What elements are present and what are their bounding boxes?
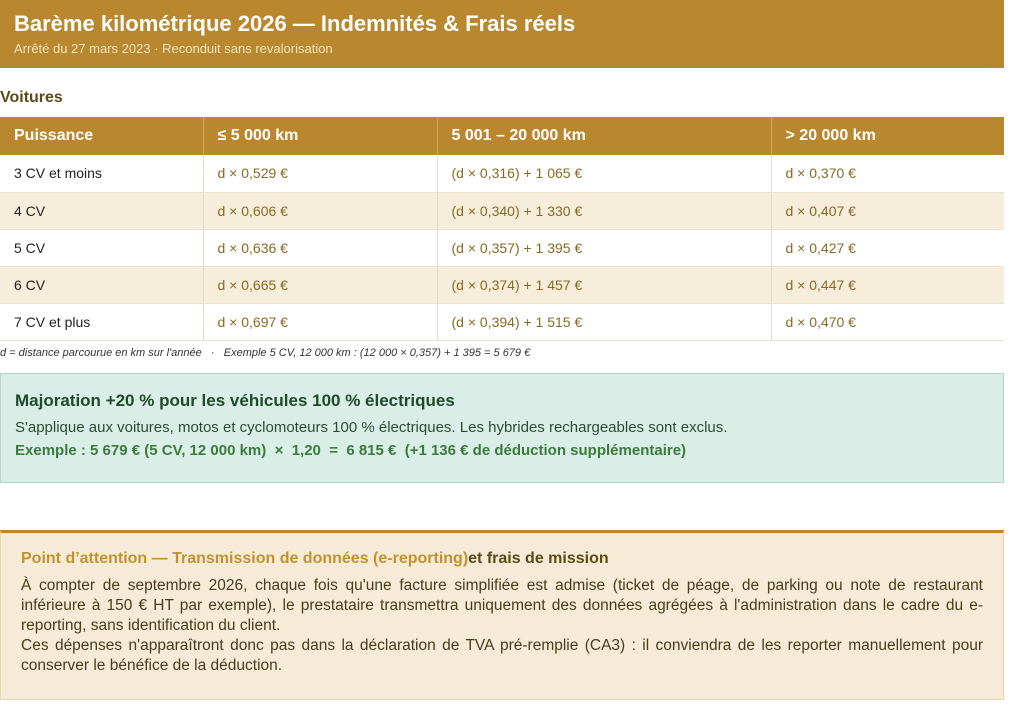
- table-cell: d × 0,697 €: [203, 303, 438, 341]
- table-cell: 4 CV: [0, 192, 204, 230]
- electric-example: Exemple : 5 679 € (5 CV, 12 000 km) × 1,…: [15, 442, 687, 459]
- table-row: 3 CV et moins d × 0,529 € (d × 0,316) + 1 …: [0, 155, 1004, 193]
- attention-paragraph: Ces dépenses n'apparaîtront donc pas dan…: [21, 637, 983, 674]
- table-cell: d × 0,447 €: [771, 266, 1004, 304]
- page-header: Barème kilométrique 2026 — Indemnités & …: [0, 0, 1004, 68]
- table-cell: d × 0,529 €: [203, 155, 438, 193]
- section-title: Voitures: [0, 89, 63, 106]
- column-header: 5 001 – 20 000 km: [437, 117, 772, 155]
- electric-bonus-box: Majoration +20 % pour les véhicules 100 …: [0, 373, 1004, 483]
- table-note: d = distance parcourue en km sur l'année…: [0, 347, 531, 359]
- column-header: Puissance: [0, 117, 204, 155]
- electric-title: Majoration +20 % pour les véhicules 100 …: [15, 391, 455, 410]
- table-cell: (d × 0,316) + 1 065 €: [437, 155, 772, 193]
- table-cell: d × 0,470 €: [771, 303, 1004, 341]
- page-subtitle: Arrêté du 27 mars 2023 · Reconduit sans …: [14, 41, 333, 56]
- table-cell: (d × 0,357) + 1 395 €: [437, 229, 772, 267]
- table-cell: d × 0,407 €: [771, 192, 1004, 230]
- table-cell: 6 CV: [0, 266, 204, 304]
- table-cell: 5 CV: [0, 229, 204, 267]
- table-cell: 7 CV et plus: [0, 303, 204, 341]
- table-row: 4 CV d × 0,606 € (d × 0,340) + 1 330 € d × …: [0, 192, 1004, 230]
- page-title: Barème kilométrique 2026 — Indemnités & …: [14, 11, 576, 36]
- table-row: 7 CV et plus d × 0,697 € (d × 0,394) + 1 5…: [0, 303, 1004, 341]
- column-header: > 20 000 km: [771, 117, 1004, 155]
- table-cell: d × 0,370 €: [771, 155, 1004, 193]
- attention-box: Point d’attention — Transmission de donn…: [0, 530, 1004, 700]
- attention-title-main: Point d’attention — Transmission de donn…: [21, 550, 469, 567]
- table-cell: (d × 0,394) + 1 515 €: [437, 303, 772, 341]
- table-cell: 3 CV et moins: [0, 155, 204, 193]
- table-cell: d × 0,606 €: [203, 192, 438, 230]
- attention-paragraph: À compter de septembre 2026, chaque fois…: [21, 577, 983, 634]
- table-row: 5 CV d × 0,636 € (d × 0,357) + 1 395 € d × …: [0, 229, 1004, 267]
- table-cell: d × 0,427 €: [771, 229, 1004, 267]
- table-cell: (d × 0,374) + 1 457 €: [437, 266, 772, 304]
- table-cell: d × 0,665 €: [203, 266, 438, 304]
- attention-title-suffix: et frais de mission: [468, 550, 609, 567]
- table-cell: (d × 0,340) + 1 330 €: [437, 192, 772, 230]
- column-header: ≤ 5 000 km: [203, 117, 438, 155]
- table-row: 6 CV d × 0,665 € (d × 0,374) + 1 457 € d × …: [0, 266, 1004, 304]
- rates-table: Puissance ≤ 5 000 km 5 001 – 20 000 km >…: [0, 117, 1004, 341]
- electric-text: S'applique aux voitures, motos et cyclom…: [15, 419, 728, 436]
- attention-title: Point d’attention — Transmission de donn…: [21, 550, 983, 568]
- table-cell: d × 0,636 €: [203, 229, 438, 267]
